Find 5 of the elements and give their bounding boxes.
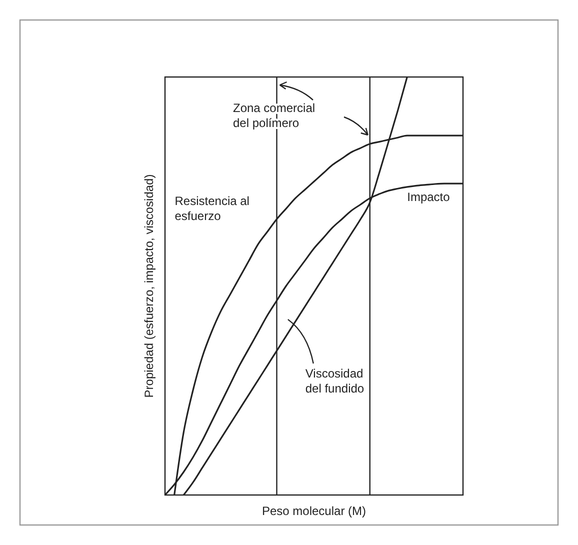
series-label: Impacto — [407, 190, 450, 204]
x-axis-title: Peso molecular (M) — [262, 504, 366, 518]
series-label: Resistencia al esfuerzo — [174, 194, 250, 224]
y-axis-title: Propiedad (esfuerzo, impacto, viscosidad) — [142, 174, 156, 398]
text: Viscosidad del fundido — [305, 366, 364, 396]
